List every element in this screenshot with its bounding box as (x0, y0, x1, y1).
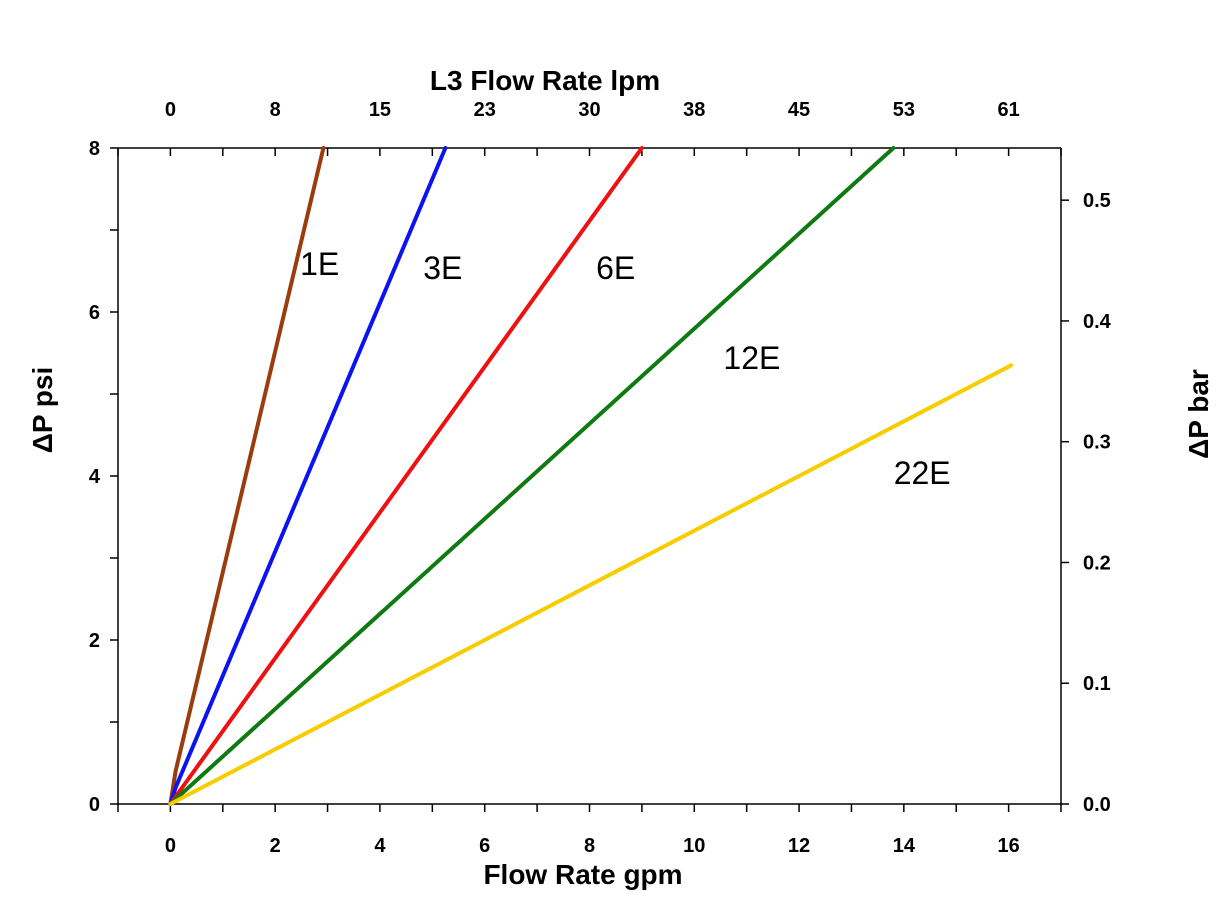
top-x-tick-label: 61 (997, 99, 1019, 121)
top-x-tick-label: 0 (165, 99, 176, 121)
top-x-axis-title: L3 Flow Rate lpm (430, 65, 660, 96)
right-y-tick-label: 0.5 (1083, 190, 1111, 212)
top-x-tick-label: 15 (369, 99, 391, 121)
bottom-x-tick-label: 16 (997, 835, 1019, 857)
bottom-x-tick-label: 4 (374, 835, 386, 857)
right-y-tick-label: 0.2 (1083, 552, 1111, 574)
right-y-tick-label: 0.3 (1083, 432, 1111, 454)
right-y-axis-title: ΔP bar (1183, 369, 1214, 459)
series-line-6e (168, 146, 644, 806)
axis-tick-labels: 0 2 4 6 8 10 12 14 16 0 8 15 23 30 38 45 53 61 0 2 4 6 8 0.0 0.1… (89, 99, 1112, 857)
top-x-tick-label: 38 (683, 99, 705, 121)
bottom-x-tick-label: 12 (788, 835, 810, 857)
series-label-1e: 1E (300, 246, 339, 282)
top-x-tick-label: 45 (788, 99, 810, 121)
left-y-tick-label: 6 (89, 302, 100, 324)
bottom-x-axis-title: Flow Rate gpm (483, 859, 682, 890)
bottom-x-tick-label: 0 (165, 835, 176, 857)
series-line-12e (168, 146, 896, 806)
series-label-12e: 12E (723, 340, 780, 376)
series-label-6e: 6E (596, 250, 635, 286)
bottom-x-tick-label: 8 (584, 835, 595, 857)
series-line-22e (168, 363, 1014, 806)
right-y-tick-label: 0.4 (1083, 311, 1112, 333)
left-y-tick-label: 8 (89, 138, 100, 160)
right-y-tick-label: 0.1 (1083, 673, 1111, 695)
axis-ticks (110, 147, 1069, 812)
bottom-x-tick-label: 14 (893, 835, 916, 857)
right-y-tick-label: 0.0 (1083, 794, 1111, 816)
bottom-x-tick-label: 2 (270, 835, 281, 857)
series-lines (168, 146, 1014, 806)
left-y-axis-title: ΔP psi (27, 367, 58, 454)
top-x-tick-label: 8 (270, 99, 281, 121)
series-label-3e: 3E (423, 250, 462, 286)
top-x-tick-label: 53 (893, 99, 915, 121)
bottom-x-tick-label: 6 (479, 835, 490, 857)
left-y-tick-label: 2 (89, 630, 100, 652)
top-x-tick-label: 30 (578, 99, 600, 121)
bottom-x-tick-label: 10 (683, 835, 705, 857)
left-y-tick-label: 4 (89, 466, 101, 488)
top-x-tick-label: 23 (474, 99, 496, 121)
left-y-tick-label: 0 (89, 794, 100, 816)
series-labels: 1E 3E 6E 12E 22E (300, 246, 951, 491)
series-label-22e: 22E (894, 455, 951, 491)
